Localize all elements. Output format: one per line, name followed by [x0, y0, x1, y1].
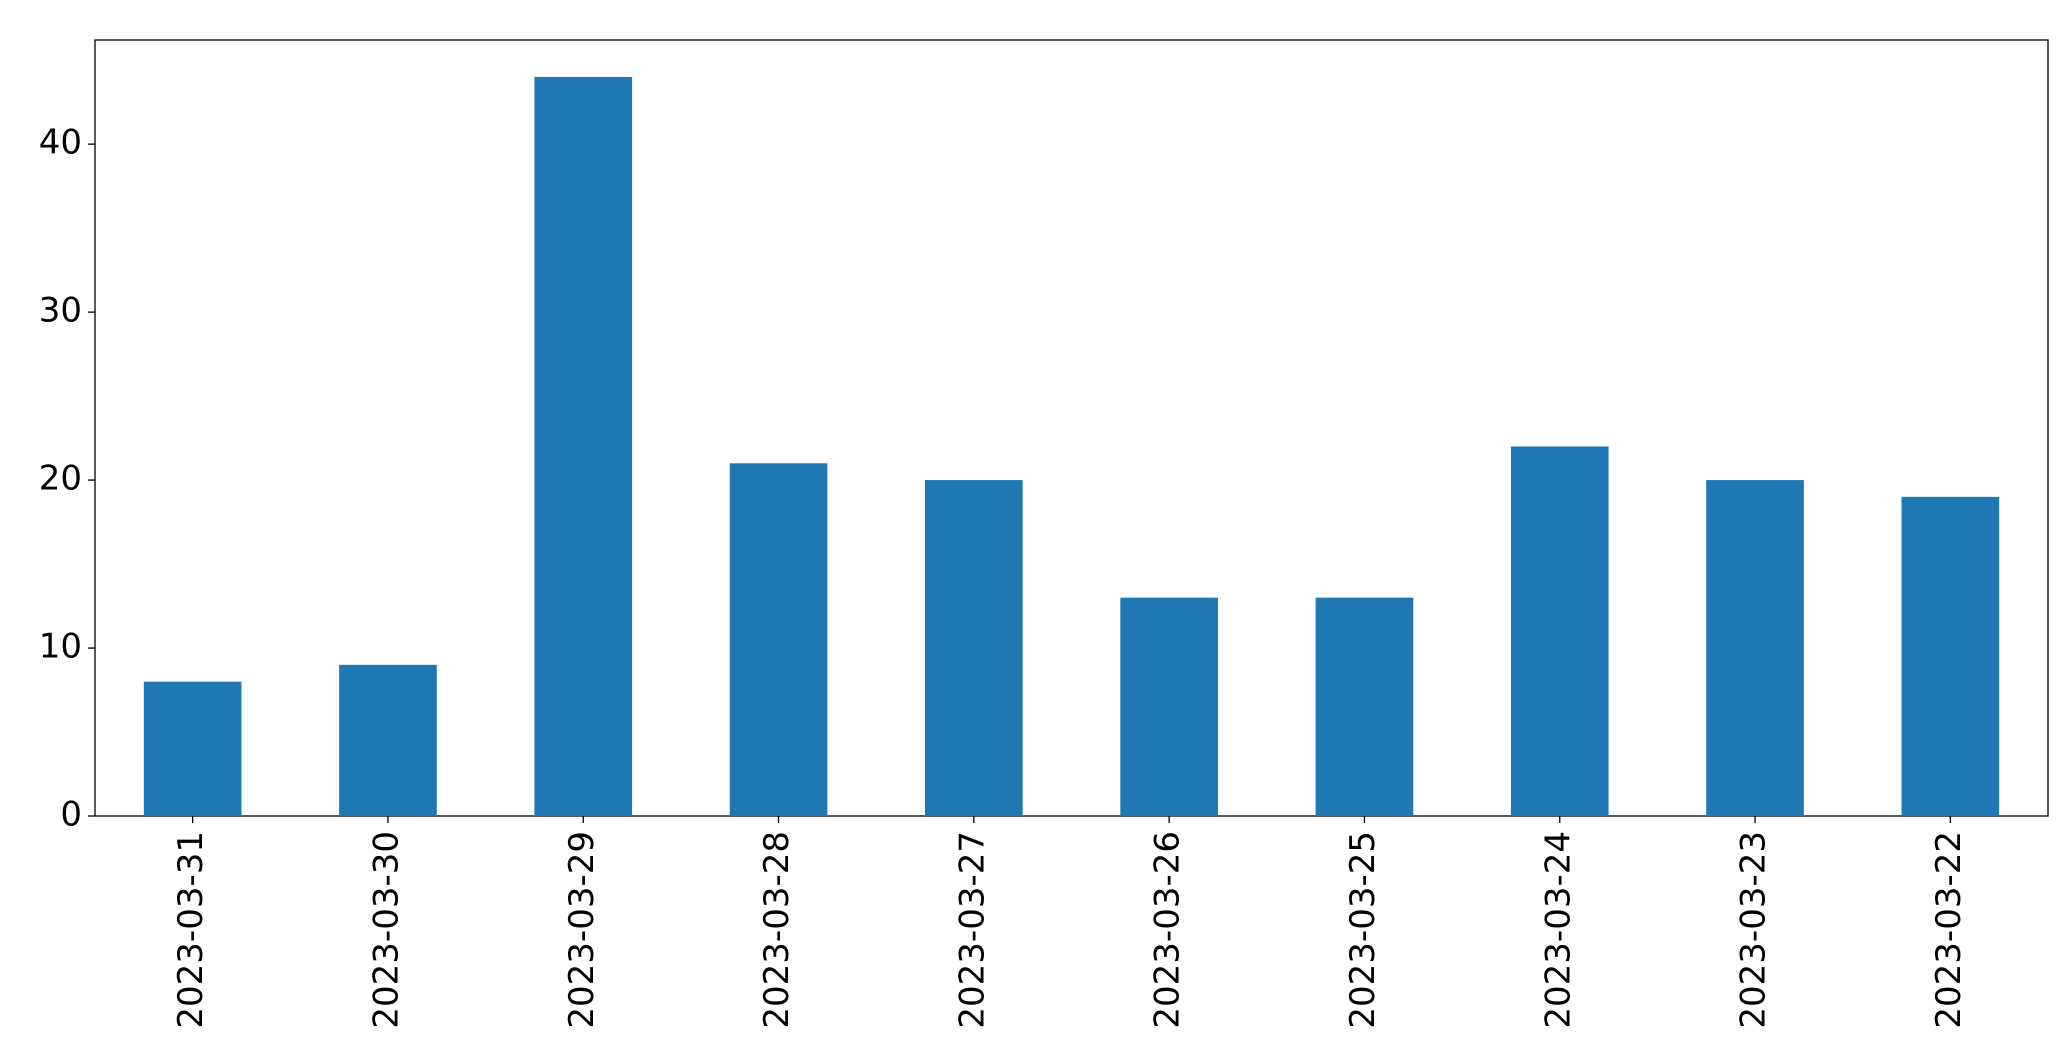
bar: [1510, 446, 1609, 816]
x-tick-label: 2023-03-24: [1538, 831, 1578, 1029]
x-tick-label: 2023-03-23: [1734, 831, 1774, 1029]
y-tick-label: 0: [60, 795, 82, 835]
bar: [143, 681, 242, 816]
x-tick-label: 2023-03-30: [366, 831, 406, 1029]
x-tick-label: 2023-03-27: [952, 831, 992, 1029]
x-tick-label: 2023-03-25: [1343, 831, 1383, 1029]
plot-frame: [94, 39, 2049, 817]
x-tick-label: 2023-03-22: [1929, 831, 1969, 1029]
bar: [729, 463, 828, 816]
x-tick-label: 2023-03-28: [757, 831, 797, 1029]
bar: [1315, 597, 1414, 816]
bar: [339, 664, 437, 816]
x-tick-label: 2023-03-26: [1148, 831, 1188, 1029]
y-tick-label: 10: [39, 627, 82, 667]
bar: [534, 76, 633, 816]
x-tick-label: 2023-03-29: [562, 831, 602, 1029]
bar: [925, 480, 1023, 816]
y-tick-label: 30: [39, 291, 82, 331]
y-tick-label: 20: [39, 459, 82, 499]
bar: [1706, 480, 1804, 816]
x-tick-label: 2023-03-31: [171, 831, 211, 1029]
y-tick-label: 40: [39, 123, 82, 163]
bar: [1901, 496, 2000, 816]
bar: [1120, 597, 1218, 816]
